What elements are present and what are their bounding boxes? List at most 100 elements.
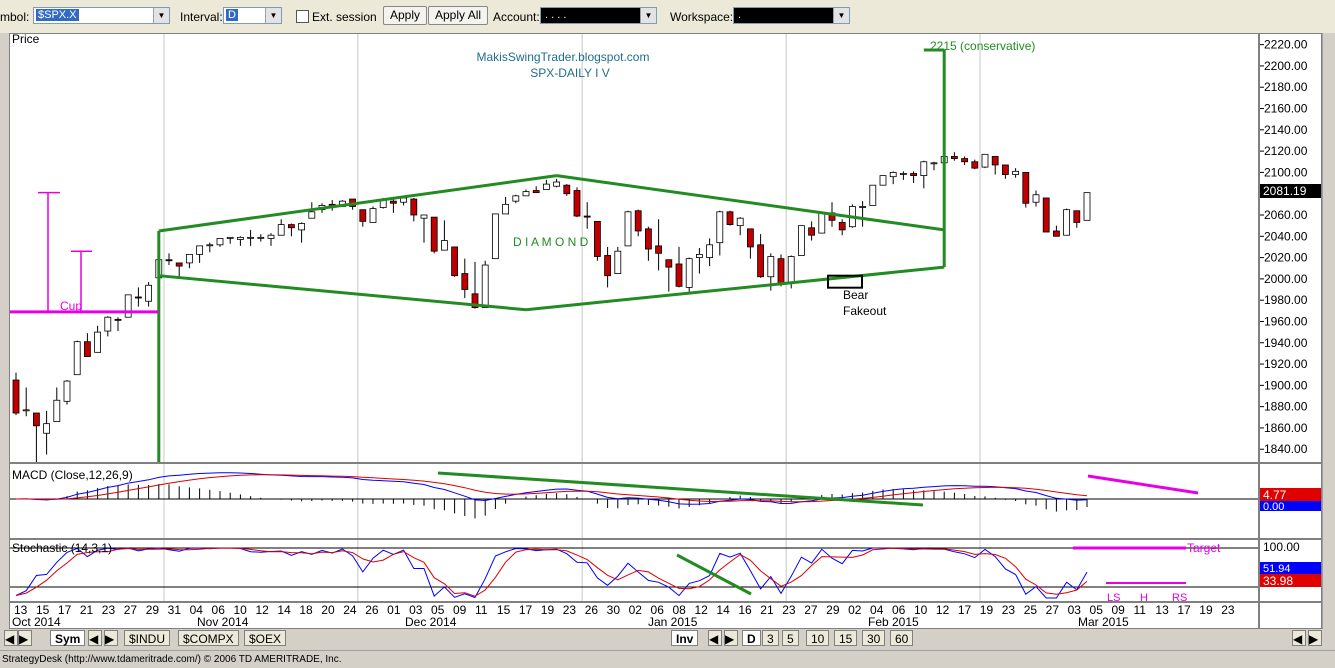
price-tick-label: 1860.00 (1264, 421, 1308, 435)
candle (818, 212, 826, 234)
candle (604, 255, 611, 277)
right-drawing-toolbar[interactable] (1322, 33, 1335, 633)
candle (1022, 172, 1030, 204)
chevron-down-icon[interactable]: ▼ (153, 8, 169, 23)
scroll-left-icon[interactable]: ◀ (1292, 630, 1306, 646)
candle (359, 209, 367, 222)
stochastic-pane[interactable]: Target LS H RS Stochastic (14,3,1) (9, 539, 1259, 602)
tab-interval-D[interactable]: D (742, 630, 761, 646)
scroll-right-icon[interactable]: ▶ (18, 630, 32, 646)
date-tick-label: 03 (1068, 603, 1082, 617)
stoch-k-line (15, 547, 1088, 599)
stoch-level-100: 100.00 (1263, 540, 1300, 554)
date-tick-label: 17 (519, 603, 533, 617)
date-tick-label: 18 (299, 603, 313, 617)
scroll-left-icon[interactable]: ◀ (4, 630, 18, 646)
tab-interval-5[interactable]: 5 (782, 630, 799, 646)
candle (685, 258, 693, 288)
symbol-combo[interactable]: $SPX.X ▼ (33, 7, 170, 24)
date-tick-label: 06 (212, 603, 226, 617)
watermark-symbol: SPX-DAILY I V (530, 66, 610, 80)
tab-indu[interactable]: $INDU (124, 630, 171, 646)
tab-compx[interactable]: $COMPX (178, 630, 239, 646)
tab-interval-10[interactable]: 10 (806, 630, 830, 646)
month-label: Oct 2014 (12, 615, 61, 628)
ext-session-checkbox[interactable] (296, 10, 309, 23)
date-tick-label: 17 (1177, 603, 1191, 617)
tab-prev-icon[interactable]: ◀ (88, 630, 102, 646)
date-tick-label: 23 (782, 603, 796, 617)
macd-pane[interactable]: MACD (Close,12,26,9) (9, 463, 1259, 539)
price-pane[interactable]: Price MakisSwingTrader.blogspot.com SPX-… (9, 33, 1259, 463)
ext-session-label: Ext. session (312, 10, 377, 24)
candle (930, 162, 938, 165)
chevron-down-icon[interactable]: ▼ (265, 8, 281, 23)
interval-prev-icon[interactable]: ◀ (708, 630, 722, 646)
tab-interval-3[interactable]: 3 (762, 630, 779, 646)
candle (308, 211, 316, 219)
candle (900, 173, 907, 175)
candle (573, 190, 581, 217)
pattern-drawings (10, 48, 946, 462)
macd-histogram (25, 483, 1088, 519)
date-tick-label: 05 (431, 603, 445, 617)
diamond-trendline (525, 265, 945, 312)
candle (655, 245, 662, 254)
macd-divergence-line (437, 471, 924, 507)
stochastic-axis-values: 100.00 51.94 33.98 (1260, 540, 1321, 588)
price-tick-label: 2100.00 (1264, 165, 1308, 179)
workspace-value: . (738, 9, 742, 21)
macd-value: 4.77 (1263, 488, 1287, 502)
date-tick-label: 27 (1046, 603, 1060, 617)
date-tick-label: 06 (892, 603, 906, 617)
macd-axis: 4.77 0.00 (1259, 463, 1322, 539)
candle (1032, 194, 1040, 203)
date-tick-label: 12 (255, 603, 269, 617)
apply-all-button[interactable]: Apply All (428, 6, 489, 25)
tab-interval-60[interactable]: 60 (890, 630, 914, 646)
interval-combo[interactable]: D ▼ (223, 7, 282, 24)
interval-value: D (226, 9, 238, 21)
date-tick-label: 04 (190, 603, 204, 617)
interval-next-icon[interactable]: ▶ (724, 630, 738, 646)
candle (645, 228, 652, 250)
date-tick-label: 19 (541, 603, 555, 617)
month-label: Feb 2015 (868, 615, 919, 628)
date-tick-label: 21 (760, 603, 774, 617)
chevron-down-icon[interactable]: ▼ (640, 8, 656, 23)
candle (257, 236, 265, 239)
price-tick-label: 1940.00 (1264, 336, 1308, 350)
candle (859, 206, 866, 208)
chevron-down-icon[interactable]: ▼ (833, 8, 849, 23)
candle (440, 240, 448, 251)
date-tick-label: 09 (453, 603, 467, 617)
tab-oex[interactable]: $OEX (244, 630, 287, 646)
candle (389, 200, 397, 204)
inv-tab[interactable]: Inv (671, 630, 699, 646)
tab-interval-15[interactable]: 15 (834, 630, 858, 646)
scroll-right-icon[interactable]: ▶ (1308, 630, 1322, 646)
workspace-combo[interactable]: . ▼ (733, 7, 850, 24)
candle (12, 379, 20, 414)
tab-next-icon[interactable]: ▶ (104, 630, 118, 646)
left-drawing-toolbar[interactable] (0, 33, 9, 633)
candle (634, 210, 642, 232)
signal-value-marker (1260, 501, 1321, 511)
date-tick-label: 24 (343, 603, 357, 617)
candle (277, 224, 285, 236)
apply-button[interactable]: Apply (383, 6, 428, 25)
tab-interval-30[interactable]: 30 (862, 630, 886, 646)
candle (267, 234, 275, 239)
month-label: Mar 2015 (1078, 615, 1129, 628)
sym-tab[interactable]: Sym (50, 630, 86, 646)
price-pane-title: Price (12, 34, 40, 46)
candle (410, 198, 418, 216)
interval-label: Interval: (180, 10, 223, 24)
date-tick-label: 23 (563, 603, 577, 617)
candle (369, 208, 377, 223)
price-axis-ticks: 2220.00 2200.00 2180.00 2160.00 2140.00 2120.… (1260, 38, 1321, 456)
candle (522, 191, 530, 197)
date-tick-label: 29 (146, 603, 160, 617)
account-combo[interactable]: . . . . ▼ (540, 7, 657, 24)
